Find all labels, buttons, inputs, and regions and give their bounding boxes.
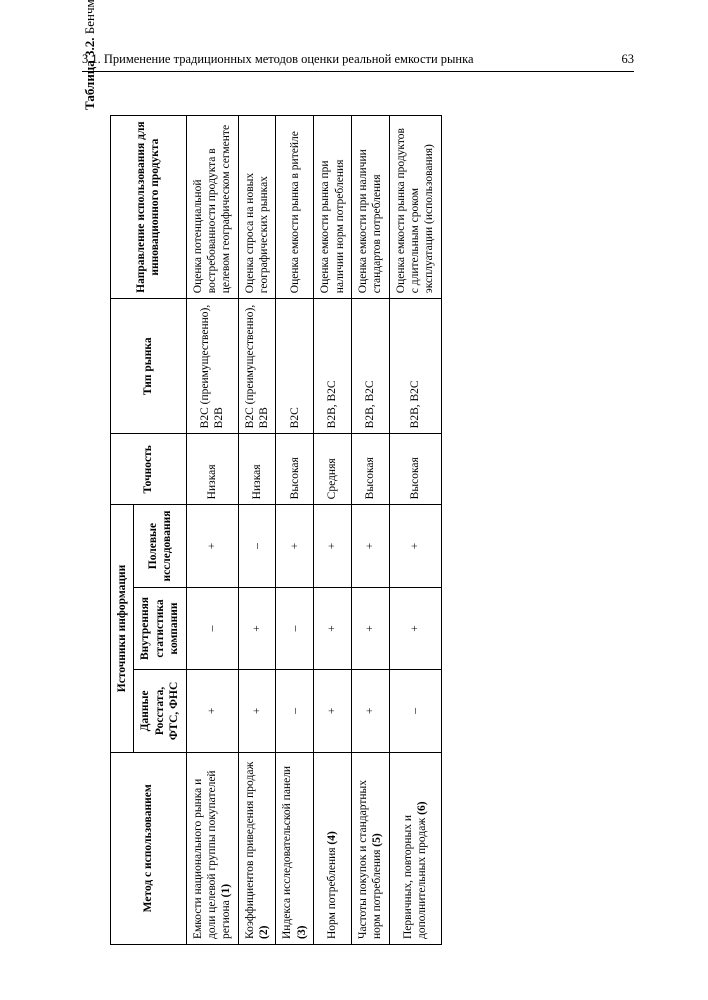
cell-s1: +	[351, 670, 389, 752]
cell-direction: Оценка потенциальной востребованности пр…	[186, 116, 238, 299]
cell-market: B2C	[276, 299, 314, 434]
table-caption: Таблица 3.2. Бенчмаркинг методов оценки …	[82, 0, 98, 110]
cell-s1: +	[238, 670, 276, 752]
table-row: Норм потребления (4)+++СредняяB2B, B2CОц…	[314, 116, 352, 945]
cell-accuracy: Высокая	[276, 434, 314, 505]
cell-direction: Оценка емкости рынка продуктов с длитель…	[389, 116, 441, 299]
th-direction: Направление использования для инновацион…	[111, 116, 187, 299]
cell-accuracy: Средняя	[314, 434, 352, 505]
cell-market: B2C (преимущественно), B2B	[238, 299, 276, 434]
cell-s3: +	[351, 505, 389, 587]
cell-s3: +	[276, 505, 314, 587]
cell-s2: +	[238, 587, 276, 669]
cell-accuracy: Высокая	[351, 434, 389, 505]
cell-s3: –	[238, 505, 276, 587]
table-body: Емкости национального рынка и доли целев…	[186, 116, 441, 945]
cell-market: B2C (преимущественно), B2B	[186, 299, 238, 434]
cell-s3: +	[389, 505, 441, 587]
cell-s1: +	[186, 670, 238, 752]
th-source-3: Полевые исследования	[134, 505, 186, 587]
cell-market: B2B, B2C	[389, 299, 441, 434]
table-header-row-1: Метод с использованием Источники информа…	[111, 116, 134, 945]
cell-method: Первичных, повторных и дополнительных пр…	[389, 752, 441, 944]
cell-direction: Оценка емкости рынка при наличии норм по…	[314, 116, 352, 299]
cell-s2: –	[186, 587, 238, 669]
running-header: 3.1. Применение традиционных методов оце…	[82, 52, 634, 72]
table-row: Коэффициентов приведения продаж (2)++–Ни…	[238, 116, 276, 945]
th-source-1: Данные Росстата, ФТС, ФНС	[134, 670, 186, 752]
cell-method: Емкости национального рынка и доли целев…	[186, 752, 238, 944]
cell-market: B2B, B2C	[314, 299, 352, 434]
th-sources-group: Источники информации	[111, 505, 134, 752]
method-index: (1)	[220, 884, 232, 897]
cell-s2: +	[314, 587, 352, 669]
cell-direction: Оценка емкости при наличии стандартов по…	[351, 116, 389, 299]
cell-accuracy: Низкая	[238, 434, 276, 505]
method-index: (2)	[258, 926, 270, 939]
table-row: Индекса исследовательской панели (3)––+В…	[276, 116, 314, 945]
table-row: Первичных, повторных и дополнительных пр…	[389, 116, 441, 945]
cell-s2: +	[389, 587, 441, 669]
cell-direction: Оценка емкости рынка в ритейле	[276, 116, 314, 299]
cell-s3: +	[186, 505, 238, 587]
cell-s1: –	[276, 670, 314, 752]
method-index: (6)	[416, 801, 428, 814]
cell-method: Коэффициентов приведения продаж (2)	[238, 752, 276, 944]
th-market-type: Тип рынка	[111, 299, 187, 434]
cell-market: B2B, B2C	[351, 299, 389, 434]
cell-method: Частоты покупок и стандартных норм потре…	[351, 752, 389, 944]
table-row: Емкости национального рынка и доли целев…	[186, 116, 238, 945]
th-accuracy: Точность	[111, 434, 187, 505]
cell-s3: +	[314, 505, 352, 587]
method-index: (4)	[326, 831, 338, 844]
table-caption-title: Бенчмаркинг методов оценки емкости офлай…	[82, 0, 97, 34]
method-index: (3)	[296, 926, 308, 939]
cell-method: Индекса исследовательской панели (3)	[276, 752, 314, 944]
th-method: Метод с использованием	[111, 752, 187, 944]
cell-s2: +	[351, 587, 389, 669]
cell-s1: –	[389, 670, 441, 752]
cell-accuracy: Высокая	[389, 434, 441, 505]
cell-s2: –	[276, 587, 314, 669]
page-number: 63	[622, 52, 635, 67]
section-title: 3.1. Применение традиционных методов оце…	[82, 52, 474, 67]
table-row: Частоты покупок и стандартных норм потре…	[351, 116, 389, 945]
table-wrapper: Метод с использованием Источники информа…	[110, 115, 442, 945]
cell-accuracy: Низкая	[186, 434, 238, 505]
method-index: (5)	[371, 833, 383, 846]
benchmark-table: Метод с использованием Источники информа…	[110, 115, 442, 945]
cell-method: Норм потребления (4)	[314, 752, 352, 944]
table-caption-label: Таблица 3.2.	[82, 37, 97, 110]
th-source-2: Внутренняя статистика компании	[134, 587, 186, 669]
cell-s1: +	[314, 670, 352, 752]
cell-direction: Оценка спроса на новых географических ры…	[238, 116, 276, 299]
